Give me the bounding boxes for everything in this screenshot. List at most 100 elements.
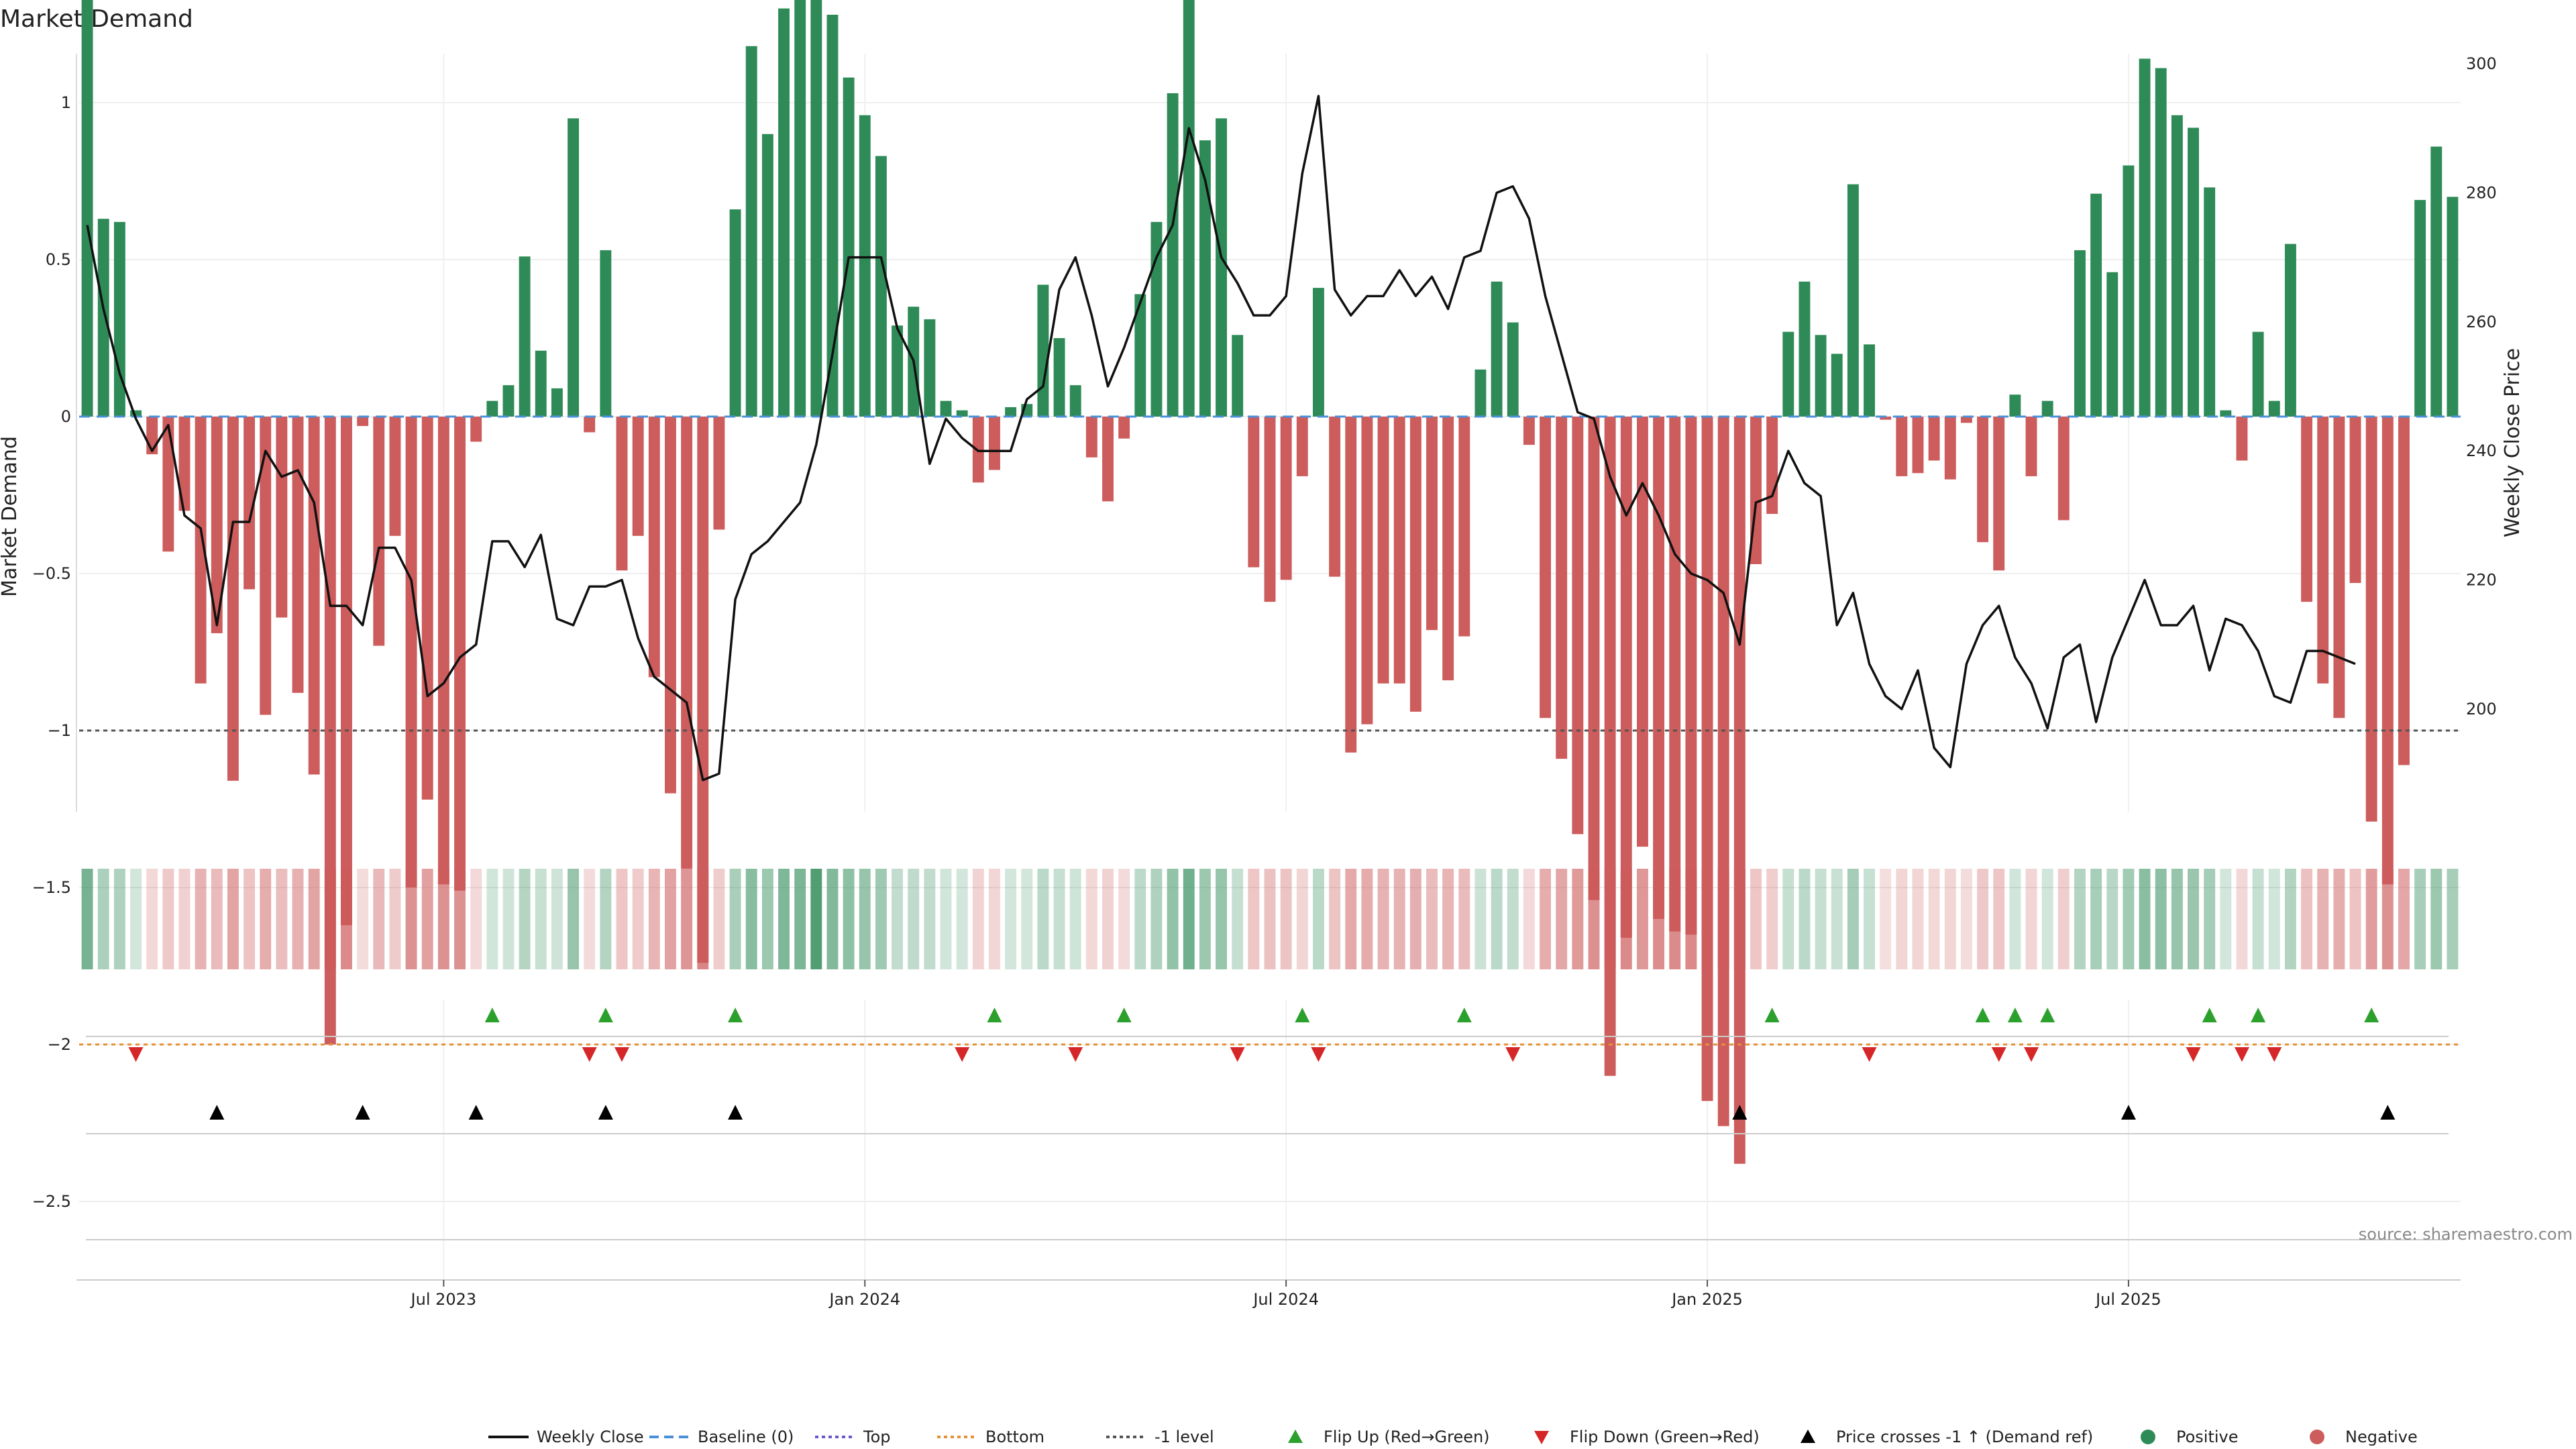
source-note: source: sharemaestro.com — [2359, 1225, 2573, 1244]
demand-bar — [211, 417, 223, 633]
cross-marker — [355, 1105, 370, 1120]
heat-cell — [244, 869, 256, 969]
heat-cell — [1216, 869, 1228, 969]
demand-bar — [1896, 417, 1908, 476]
flip-up-marker — [728, 1008, 743, 1022]
demand-bar — [244, 417, 256, 590]
demand-bar — [1685, 417, 1697, 935]
heat-cell — [1069, 869, 1081, 969]
heat-cell — [308, 869, 320, 969]
demand-bar — [2171, 115, 2183, 417]
heat-cell — [1864, 869, 1875, 969]
demand-bar — [2284, 244, 2296, 417]
heat-cell — [81, 869, 93, 969]
demand-bar — [1540, 417, 1551, 718]
heat-cell — [1491, 869, 1503, 969]
demand-bar — [357, 417, 369, 427]
heat-cell — [2155, 869, 2167, 969]
demand-bar — [1458, 417, 1470, 637]
heat-cell — [2236, 869, 2248, 969]
heat-cell — [2317, 869, 2329, 969]
heat-cell — [940, 869, 952, 969]
demand-bar — [81, 0, 93, 417]
demand-bar — [810, 0, 822, 417]
legend-label: Bottom — [985, 1428, 1044, 1446]
demand-bar — [373, 417, 385, 646]
heat-cell — [1880, 869, 1892, 969]
flip-down-marker — [2186, 1047, 2201, 1062]
x-tick-label: Jul 2025 — [2094, 1290, 2161, 1309]
y-left-tick-label: −1 — [48, 721, 71, 740]
cross-marker — [209, 1105, 225, 1120]
heat-cell — [2009, 869, 2021, 969]
y-right-tick-label: 280 — [2466, 183, 2497, 202]
demand-bar — [924, 319, 936, 417]
cross-marker — [1732, 1105, 1748, 1120]
flip-down-marker — [1068, 1047, 1083, 1062]
demand-bar — [1150, 221, 1163, 417]
demand-bar — [648, 417, 660, 678]
demand-bar — [551, 388, 563, 417]
heat-cell — [1183, 869, 1195, 969]
flip-up-marker — [1116, 1008, 1132, 1022]
heat-cell — [761, 869, 773, 969]
heat-cell — [535, 869, 547, 969]
y-left-tick-label: 1 — [61, 93, 71, 112]
heat-cell — [2188, 869, 2199, 969]
heat-cell — [341, 869, 352, 969]
y-right-axis-label: Weekly Close Price — [2501, 348, 2524, 537]
demand-bar — [1864, 344, 1875, 417]
heat-cell — [1928, 869, 1940, 969]
heat-cell — [1021, 869, 1033, 969]
reference-lines — [79, 415, 2461, 1046]
flip-up-marker — [1764, 1008, 1780, 1022]
demand-bar — [1053, 338, 1065, 417]
legend-label: -1 level — [1155, 1428, 1214, 1446]
demand-bar — [681, 417, 693, 869]
demand-bar — [1409, 417, 1421, 712]
heat-cell — [1199, 869, 1211, 969]
heat-cell — [2381, 869, 2394, 969]
flip-up-marker — [2364, 1008, 2379, 1022]
demand-bar — [1717, 417, 1729, 1126]
demand-bar — [729, 209, 741, 417]
demand-bar — [940, 400, 952, 417]
demand-bar — [1183, 0, 1195, 417]
heat-cell — [924, 869, 936, 969]
heat-cell — [1474, 869, 1487, 969]
heat-cell — [956, 869, 968, 969]
heat-cell — [843, 869, 855, 969]
heat-cell — [2220, 869, 2232, 969]
flip-down-marker — [2024, 1047, 2039, 1062]
heat-cell — [292, 869, 304, 969]
heat-cell — [519, 869, 531, 969]
demand-bar — [1312, 288, 1324, 417]
demand-bar — [1134, 294, 1146, 417]
heat-cell — [437, 869, 449, 969]
demand-bar — [2057, 417, 2070, 521]
demand-bar — [1766, 417, 1778, 515]
x-tick-label: Jan 2025 — [1670, 1290, 1743, 1309]
heat-cell — [1248, 869, 1260, 969]
demand-bar — [989, 417, 1000, 470]
demand-bar — [1636, 417, 1648, 847]
demand-bar — [276, 417, 288, 618]
heat-cell — [97, 869, 109, 969]
flip-up-marker — [987, 1008, 1002, 1022]
y-left-tick-label: −2.5 — [32, 1192, 71, 1211]
heat-cell — [1993, 869, 2005, 969]
legend-label: Flip Up (Red→Green) — [1324, 1428, 1490, 1446]
legend-triangle-up — [1288, 1430, 1303, 1443]
demand-bar — [2188, 127, 2199, 417]
heat-cell — [826, 869, 839, 969]
cross-marker — [468, 1105, 484, 1120]
demand-bar — [2139, 58, 2151, 417]
heat-cell — [2301, 869, 2313, 969]
heat-cell — [195, 869, 207, 969]
heat-cell — [729, 869, 741, 969]
heat-cell — [1653, 869, 1665, 969]
heat-cell — [648, 869, 660, 969]
demand-heat-strip — [81, 869, 2459, 969]
chart-title: Market Demand — [0, 5, 193, 33]
flip-down-marker — [1505, 1047, 1521, 1062]
